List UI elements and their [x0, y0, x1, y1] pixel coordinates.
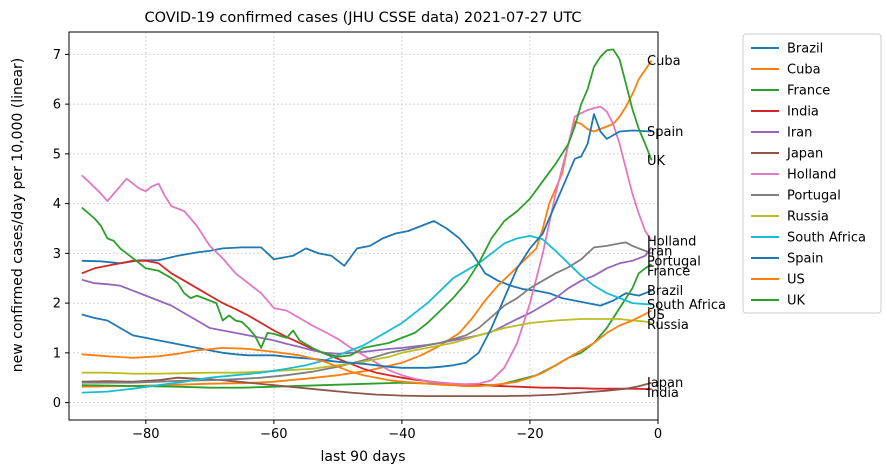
end-label: UK — [647, 154, 666, 169]
legend-label: Japan — [786, 147, 823, 162]
series-line-portugal — [81, 241, 652, 384]
legend-label: Portugal — [787, 189, 841, 204]
y-tick-label: 7 — [53, 48, 61, 63]
series-line-us — [81, 309, 653, 388]
series-line-india — [81, 259, 652, 391]
legend-label: India — [787, 105, 819, 120]
series-line-uk — [81, 48, 653, 358]
end-label: Russia — [647, 318, 689, 333]
series-line-cuba — [81, 59, 653, 388]
end-label: Holland — [647, 234, 696, 249]
series-lines — [81, 48, 653, 397]
y-tick-label: 1 — [53, 346, 61, 361]
series-line-brazil — [81, 220, 652, 307]
plot-frame — [68, 31, 659, 421]
legend-label: Spain — [787, 252, 823, 267]
axis-ticks: −80 −60 −40 −20 0 0 1 2 3 4 5 6 7 — [53, 48, 662, 442]
chart-title: COVID-19 confirmed cases (JHU CSSE data)… — [144, 10, 581, 26]
legend-label: UK — [787, 294, 806, 309]
x-axis-label: last 90 days — [320, 449, 405, 465]
y-tick-label: 0 — [53, 396, 61, 411]
series-line-russia — [81, 318, 652, 375]
x-tick-label: −60 — [260, 427, 287, 442]
series-line-spain — [81, 113, 652, 369]
x-tick-label: 0 — [654, 427, 662, 442]
legend-box — [742, 33, 882, 314]
x-tick-label: −20 — [516, 427, 543, 442]
series-line-south-africa — [81, 235, 652, 394]
legend-label: Russia — [787, 210, 829, 225]
end-label: Portugal — [647, 254, 701, 269]
end-label: France — [647, 264, 690, 279]
end-label: Spain — [647, 125, 683, 140]
end-label: Iran — [647, 244, 672, 259]
y-tick-label: 3 — [53, 247, 61, 262]
legend-label: Brazil — [787, 42, 823, 57]
y-tick-label: 2 — [53, 297, 61, 312]
series-line-iran — [81, 246, 653, 355]
end-label: US — [647, 308, 665, 323]
y-axis-label: new confirmed cases/day per 10,000 (line… — [10, 58, 26, 373]
legend-label: Cuba — [787, 63, 821, 78]
end-label: Cuba — [647, 54, 681, 69]
x-tick-label: −80 — [132, 427, 159, 442]
legend-label: US — [787, 273, 805, 288]
end-label: India — [647, 386, 679, 401]
y-tick-label: 5 — [53, 147, 61, 162]
end-label: South Africa — [647, 298, 726, 313]
legend: Brazil Cuba France India Iran Japan Holland Por… — [742, 33, 882, 314]
x-tick-label: −40 — [388, 427, 415, 442]
end-label: Brazil — [647, 284, 683, 299]
end-label: Japan — [646, 376, 683, 391]
legend-label: Holland — [787, 168, 836, 183]
legend-label: France — [787, 84, 830, 99]
legend-label: South Africa — [787, 231, 866, 246]
y-tick-label: 4 — [53, 197, 61, 212]
legend-label: Iran — [787, 126, 812, 141]
end-labels: Brazil Cuba France India Iran Japan Holland Por… — [646, 54, 726, 401]
y-tick-label: 6 — [53, 98, 61, 113]
series-line-japan — [81, 376, 652, 397]
